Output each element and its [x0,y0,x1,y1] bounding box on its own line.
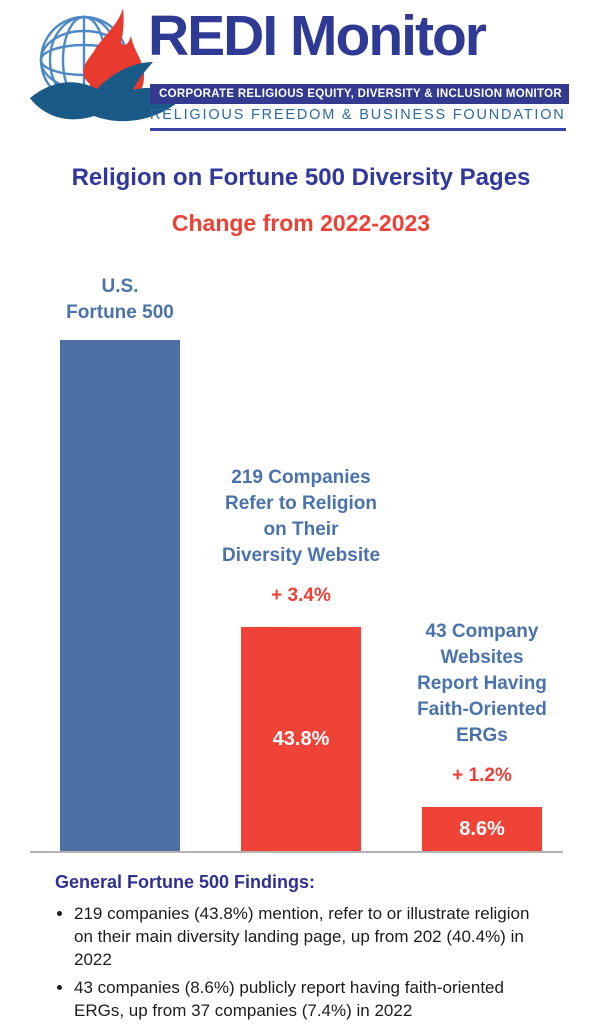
bar-label-line: ERGs [456,725,508,746]
bar-label-line: 219 Companies [231,467,371,488]
finding-item: 219 companies (43.8%) mention, refer to … [74,902,542,971]
bar-value-label: 43.8% [272,727,330,750]
brand-title: REDI Monitor [148,4,487,68]
bar-label-line: Websites [440,647,524,668]
bar-label: U.S. Fortune 500 [66,274,174,326]
bar-label: 43 Company Websites Report Having Faith-… [417,619,547,749]
page-subtitle: Change from 2022-2023 [171,210,431,236]
bar-value-label: 8.6% [459,817,505,840]
bar-faith-ergs: 8.6% [422,807,542,851]
header: REDI Monitor CORPORATE RELIGIOUS EQUITY,… [0,0,602,150]
bar-fortune-500 [60,340,180,851]
change-badge: + 1.2% [452,765,512,786]
bar-label-line: Fortune 500 [66,302,174,323]
bar-label-line: on Their [263,519,339,540]
bar-chart: U.S. Fortune 500 219 Companies Refer to … [0,260,602,854]
findings-list: 219 companies (43.8%) mention, refer to … [55,902,542,1022]
bar-group-fortune-500: U.S. Fortune 500 [50,263,190,851]
brand-banner: CORPORATE RELIGIOUS EQUITY, DIVERSITY & … [150,84,570,104]
bar-group-religion-mentions: 219 Companies Refer to Religion on Their… [211,263,391,851]
bar-label-line: Diversity Website [221,545,381,566]
bar-label-line: Report Having [417,673,547,694]
bar-label-line: Refer to Religion [224,493,377,514]
bar-label-line: U.S. [101,276,139,297]
bar-label-line: 43 Company [425,621,539,642]
findings-heading: General Fortune 500 Findings: [55,872,316,892]
change-badge: + 3.4% [271,585,331,606]
foundation-name: RELIGIOUS FREEDOM & BUSINESS FOUNDATION [150,107,566,131]
hand-icon [30,62,182,122]
chart-baseline [30,851,563,853]
page-title: Religion on Fortune 500 Diversity Pages [71,164,531,191]
bar-label: 219 Companies Refer to Religion on Their… [222,465,380,569]
bar-group-faith-ergs: 43 Company Websites Report Having Faith-… [397,263,567,851]
redi-monitor-logo [30,8,182,122]
bar-religion-mentions: 43.8% [241,627,361,851]
findings-section: General Fortune 500 Findings: 219 compan… [55,872,575,1027]
bar-label-line: Faith-Oriented [417,699,547,720]
finding-item: 43 companies (8.6%) publicly report havi… [74,976,542,1022]
